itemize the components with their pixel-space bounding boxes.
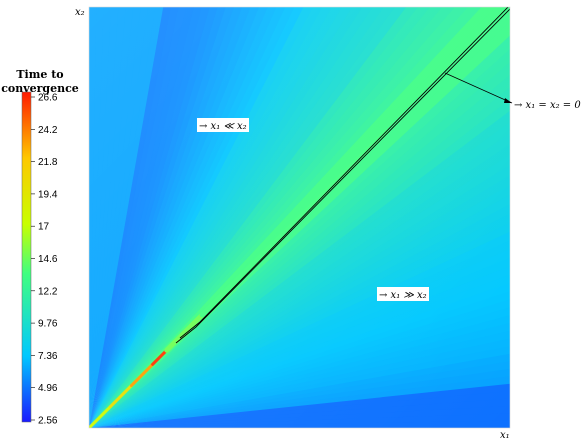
colorbar-tick-label: 12.2 <box>38 286 58 297</box>
diag-pointer-arrowhead <box>504 98 512 103</box>
colorbar-tick-label: 26.6 <box>38 93 58 104</box>
colorbar-tick-label: 17 <box>38 222 50 233</box>
colorbar: Time to convergence 26.6 24.2 21.8 19.4 17 14… <box>1 68 79 427</box>
y-axis-label: x₂ <box>75 7 85 18</box>
annotation-upper-box <box>197 118 249 132</box>
colorbar-tick-label: 7.36 <box>38 351 58 362</box>
annotation-diag: → x₁ = x₂ = 0 <box>514 100 581 111</box>
colorbar-title-line1: Time to <box>16 68 63 81</box>
colorbar-tick-label: 21.8 <box>38 157 58 168</box>
colorbar-tick-label: 24.2 <box>38 125 58 136</box>
annotation-upper: → x₁ ≪ x₂ <box>199 121 247 132</box>
plot-frame <box>88 6 511 429</box>
annotation-lower-box <box>377 287 429 301</box>
annotations: → x₁ = x₂ = 0 → x₁ ≪ x₂ → x₁ ≫ x₂ <box>197 72 581 301</box>
colorbar-title-line2: convergence <box>1 82 79 95</box>
colorbar-tick-label: 9.76 <box>38 319 58 330</box>
contour-line <box>179 7 509 339</box>
annotation-lower: → x₁ ≫ x₂ <box>379 290 427 301</box>
colorbar-tick-label: 2.56 <box>38 416 58 427</box>
x-axis-label: x₁ <box>500 430 510 440</box>
colorbar-tick-label: 19.4 <box>38 189 58 200</box>
colorbar-gradient <box>21 91 32 423</box>
diag-pointer-line <box>444 72 513 104</box>
colorbar-tick-label: 4.96 <box>38 383 58 394</box>
colorbar-tick-label: 14.6 <box>38 254 58 265</box>
heatmap-plot <box>89 7 510 428</box>
contour-line <box>175 8 510 344</box>
